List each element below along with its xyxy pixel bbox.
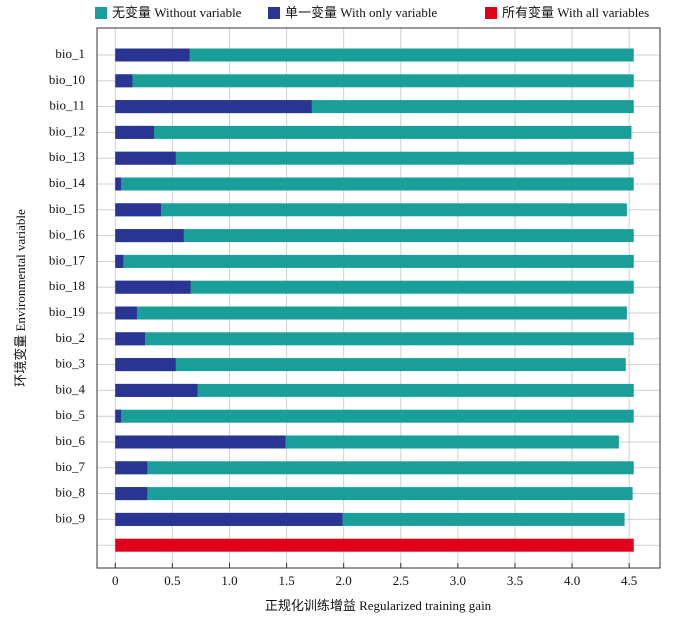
x-tick-label: 2.5 [393, 573, 409, 588]
plot-frame [96, 27, 661, 569]
x-tick-label: 4.0 [564, 573, 580, 588]
bar [115, 177, 121, 191]
y-axis-label: 环境变量 Environmental variable [13, 209, 28, 387]
bar [115, 512, 343, 526]
bar [115, 125, 632, 139]
y-tick-label: bio_15 [49, 201, 85, 216]
y-tick-label: bio_17 [49, 252, 86, 267]
y-tick-label: bio_12 [49, 123, 85, 138]
y-tick-label: bio_13 [49, 149, 85, 164]
legend-swatch [268, 7, 280, 19]
y-tick-label: bio_11 [49, 98, 85, 113]
bar [115, 461, 148, 475]
legend-label: 所有变量 With all variables [502, 5, 649, 20]
bar [115, 332, 634, 346]
bar [115, 74, 634, 88]
y-tick-label: bio_1 [55, 46, 85, 61]
bar [115, 203, 627, 217]
bar [115, 435, 286, 449]
bar [115, 229, 184, 243]
bar [115, 125, 155, 139]
bar [115, 461, 634, 475]
x-tick-label: 3.0 [450, 573, 466, 588]
y-tick-label: bio_18 [49, 278, 85, 293]
y-tick-label: bio_8 [55, 485, 85, 500]
x-tick-label: 0.5 [164, 573, 180, 588]
x-tick-label: 0 [112, 573, 119, 588]
bar [115, 203, 161, 217]
bar [115, 332, 145, 346]
y-tick-label: bio_5 [55, 407, 85, 422]
legend-swatch [95, 7, 107, 19]
bar [115, 409, 121, 423]
bar [115, 229, 634, 243]
x-axis-label: 正规化训练增益 Regularized training gain [265, 598, 492, 613]
bar [115, 383, 198, 397]
bar [115, 409, 634, 423]
bar [115, 306, 137, 320]
bar [115, 280, 191, 294]
bar [115, 100, 312, 114]
y-tick-label: bio_14 [49, 175, 86, 190]
y-tick-label: bio_4 [55, 381, 85, 396]
bar [115, 254, 124, 268]
y-tick-label: bio_6 [55, 433, 85, 448]
bar [115, 383, 634, 397]
bar [115, 358, 176, 372]
bar [115, 74, 133, 88]
y-tick-label: bio_3 [55, 356, 85, 371]
y-tick-label: bio_2 [55, 330, 85, 345]
y-tick-label: bio_7 [55, 459, 85, 474]
y-tick-label: bio_19 [49, 304, 85, 319]
bar [115, 48, 634, 62]
x-tick-label: 2.0 [336, 573, 352, 588]
legend-label: 无变量 Without variable [112, 5, 242, 20]
legend-label: 单一变量 With only variable [285, 5, 437, 20]
x-tick-label: 1.5 [278, 573, 294, 588]
y-tick-label: bio_10 [49, 72, 85, 87]
x-tick-label: 4.5 [621, 573, 637, 588]
y-tick-label: bio_9 [55, 510, 85, 525]
x-tick-label: 3.5 [507, 573, 523, 588]
bar [115, 177, 634, 191]
bar [115, 254, 634, 268]
bar [115, 151, 176, 165]
legend-swatch [485, 7, 497, 19]
x-tick-label: 1.0 [221, 573, 237, 588]
bar [115, 487, 633, 501]
bar [115, 306, 627, 320]
bar [115, 48, 190, 62]
bar [115, 487, 148, 501]
bar [115, 151, 634, 165]
y-tick-label: bio_16 [49, 227, 86, 242]
bar [115, 358, 626, 372]
bar [115, 538, 634, 552]
bar [115, 280, 634, 294]
